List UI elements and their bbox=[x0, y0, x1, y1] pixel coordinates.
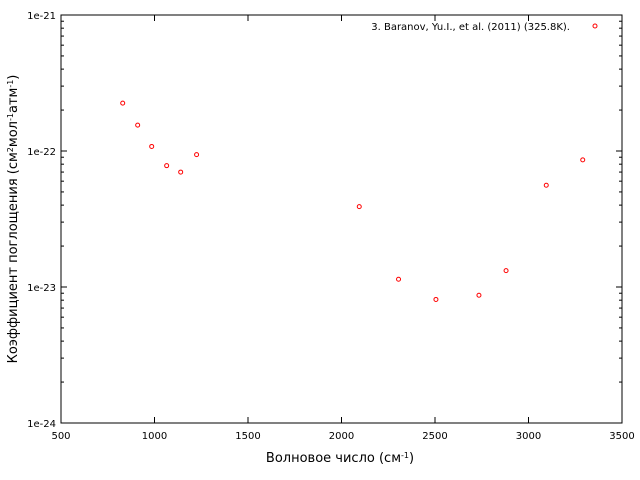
y-tick-label: 1e-23 bbox=[27, 283, 56, 294]
x-tick-label: 2500 bbox=[422, 431, 447, 442]
plot-frame bbox=[60, 14, 623, 424]
data-point bbox=[356, 204, 362, 210]
x-tick-label: 3000 bbox=[516, 431, 541, 442]
x-tick-label: 2000 bbox=[329, 431, 354, 442]
data-points bbox=[120, 100, 586, 302]
y-tick-label: 1e-21 bbox=[27, 11, 56, 22]
data-point bbox=[503, 268, 509, 274]
data-point bbox=[396, 276, 402, 282]
data-point bbox=[476, 292, 482, 298]
y-tick-label: 1e-24 bbox=[27, 419, 56, 430]
axis-tick-labels: 500 1000 1500 2000 2500 3000 3500 1e-24 1e-23 1e-… bbox=[27, 11, 635, 442]
data-point bbox=[164, 163, 170, 169]
legend-label: 3. Baranov, Yu.I., et al. (2011) (325.8K… bbox=[371, 22, 570, 33]
data-point bbox=[194, 152, 200, 158]
data-point bbox=[149, 143, 155, 149]
x-tick-label: 1000 bbox=[142, 431, 167, 442]
data-point bbox=[120, 100, 126, 106]
data-point bbox=[580, 157, 586, 163]
y-axis-label: Коэффициент поглощения (см2мол-1атм-1) bbox=[6, 75, 22, 364]
legend-marker bbox=[592, 23, 598, 29]
x-axis-label-superscript: -1 bbox=[401, 451, 409, 460]
axis-ticks bbox=[60, 14, 623, 424]
data-point bbox=[543, 182, 549, 188]
data-point bbox=[135, 122, 141, 128]
x-tick-label: 500 bbox=[51, 431, 70, 442]
data-point bbox=[178, 169, 184, 175]
x-axis-label: Волновое число (см-1) bbox=[266, 451, 414, 467]
data-point bbox=[433, 296, 439, 302]
x-tick-label: 1500 bbox=[235, 431, 260, 442]
x-tick-label: 3500 bbox=[609, 431, 634, 442]
y-tick-label: 1e-22 bbox=[27, 147, 56, 158]
